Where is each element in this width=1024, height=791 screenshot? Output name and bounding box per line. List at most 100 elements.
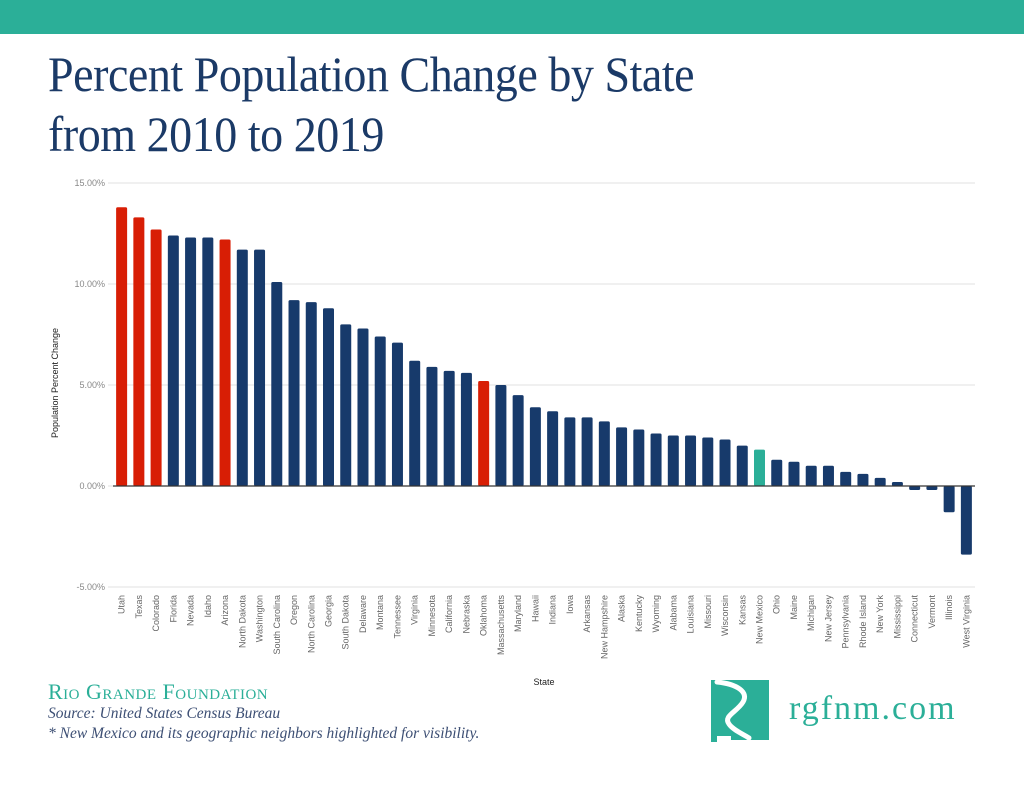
- bar-michigan: [805, 465, 817, 486]
- bar-oregon: [288, 300, 300, 486]
- x-tick-label: Hawaii: [530, 595, 540, 622]
- bar-chart: -5.00% 0.00% 5.00% 10.00% 15.00% Utah Texas Co…: [50, 178, 975, 687]
- x-tick-label: Indiana: [548, 595, 558, 625]
- x-tick-label: North Carolina: [306, 595, 316, 653]
- x-tick-label: Vermont: [927, 595, 937, 629]
- bar-new-mexico: [754, 449, 765, 486]
- bar-alabama: [667, 435, 679, 486]
- bar-kentucky: [633, 429, 645, 486]
- x-tick-label: Nevada: [186, 595, 196, 626]
- bar-north-dakota: [236, 249, 248, 486]
- y-tick-label: 10.00%: [74, 279, 105, 289]
- bar-south-dakota: [340, 324, 352, 486]
- bar-missouri: [702, 437, 714, 486]
- x-tick-label: Missouri: [703, 595, 713, 629]
- x-tick-label: Kansas: [737, 595, 747, 626]
- bar-illinois: [943, 486, 955, 513]
- footer: Rio Grande Foundation Source: United Sta…: [48, 680, 479, 744]
- x-tick-label: Idaho: [203, 595, 213, 618]
- bar-rhode-island: [857, 473, 869, 486]
- bar-minnesota: [426, 366, 438, 486]
- bar-kansas: [736, 445, 748, 486]
- x-tick-label: Oklahoma: [479, 595, 489, 636]
- new-mexico-river-logo-icon: [711, 679, 769, 742]
- logo[interactable]: rgfnm.com: [709, 678, 989, 748]
- bar-wyoming: [650, 433, 662, 486]
- bar-south-carolina: [271, 281, 283, 486]
- bar-new-hampshire: [598, 421, 610, 486]
- x-tick-label: South Carolina: [272, 595, 282, 655]
- bar-pennsylvania: [840, 471, 852, 486]
- x-tick-label: California: [444, 595, 454, 633]
- bar-tennessee: [391, 342, 403, 486]
- bar-washington: [254, 249, 266, 486]
- title-line-1: Percent Population Change by State: [48, 46, 695, 102]
- bar-arkansas: [581, 417, 593, 486]
- bar-maryland: [512, 395, 524, 486]
- x-tick-label: New Jersey: [823, 595, 833, 643]
- bar-north-carolina: [305, 302, 317, 486]
- x-tick-label: Alaska: [617, 595, 627, 622]
- x-tick-label: Connecticut: [910, 595, 920, 643]
- x-tick-label: Alabama: [668, 595, 678, 631]
- organization-name: Rio Grande Foundation: [48, 679, 269, 704]
- x-tick-label: Maryland: [513, 595, 523, 632]
- x-tick-label: West Virginia: [961, 595, 971, 648]
- bar-idaho: [202, 237, 214, 486]
- bar-georgia: [323, 308, 334, 486]
- x-tick-label: Utah: [117, 595, 127, 614]
- bar-new-york: [874, 477, 886, 486]
- x-tick-label: Massachusetts: [496, 595, 506, 656]
- website-link[interactable]: rgfnm.com: [789, 690, 957, 727]
- x-tick-label: Arkansas: [582, 595, 592, 633]
- x-tick-label: New York: [875, 595, 885, 634]
- x-axis-labels: Utah Texas Colorado Florida Nevada Idaho Arizo…: [117, 595, 972, 660]
- bars: [116, 207, 972, 555]
- bar-mississippi: [891, 481, 903, 486]
- bar-arizona: [219, 239, 231, 486]
- x-tick-label: Rhode Island: [858, 595, 868, 648]
- bar-florida: [167, 235, 179, 486]
- x-tick-label: Florida: [168, 595, 178, 623]
- bar-indiana: [547, 411, 559, 486]
- x-tick-label: Delaware: [358, 595, 368, 633]
- bar-massachusetts: [495, 385, 507, 486]
- bar-utah: [116, 207, 128, 487]
- bar-vermont: [926, 486, 938, 491]
- bar-oklahoma: [478, 380, 490, 486]
- x-tick-label: Oregon: [289, 595, 299, 625]
- y-axis-title: Population Percent Change: [50, 328, 60, 438]
- x-tick-label: Colorado: [151, 595, 161, 632]
- bar-iowa: [564, 417, 576, 486]
- source-note: Source: United States Census Bureau: [48, 705, 281, 722]
- x-tick-label: New Mexico: [755, 595, 765, 644]
- x-tick-label: Mississippi: [892, 595, 902, 639]
- highlight-note: * New Mexico and its geographic neighbor…: [48, 725, 480, 742]
- x-tick-label: Montana: [375, 595, 385, 630]
- x-tick-label: Arizona: [220, 595, 230, 626]
- x-tick-label: Tennessee: [392, 595, 402, 639]
- bar-hawaii: [529, 407, 541, 486]
- bar-wisconsin: [719, 439, 731, 486]
- bar-new-jersey: [822, 465, 834, 486]
- x-tick-label: New Hampshire: [599, 595, 609, 659]
- bar-delaware: [357, 328, 369, 486]
- bar-maine: [788, 461, 800, 486]
- x-tick-label: Michigan: [806, 595, 816, 631]
- bar-montana: [374, 336, 386, 486]
- x-tick-label: Louisiana: [686, 595, 696, 634]
- bar-nevada: [185, 237, 197, 486]
- x-tick-label: Ohio: [772, 595, 782, 614]
- y-axis-ticks: -5.00% 0.00% 5.00% 10.00% 15.00%: [74, 178, 105, 592]
- x-tick-label: Texas: [134, 595, 144, 619]
- x-axis-title: State: [533, 677, 554, 687]
- x-tick-label: Pennsylvania: [841, 595, 851, 649]
- title-line-2: from 2010 to 2019: [48, 106, 384, 162]
- bar-louisiana: [685, 435, 697, 486]
- bar-connecticut: [909, 486, 921, 491]
- bar-virginia: [409, 360, 421, 486]
- bar-alaska: [616, 427, 628, 486]
- x-tick-label: Georgia: [324, 595, 334, 627]
- x-tick-label: Virginia: [410, 595, 420, 625]
- x-tick-label: Wisconsin: [720, 595, 730, 636]
